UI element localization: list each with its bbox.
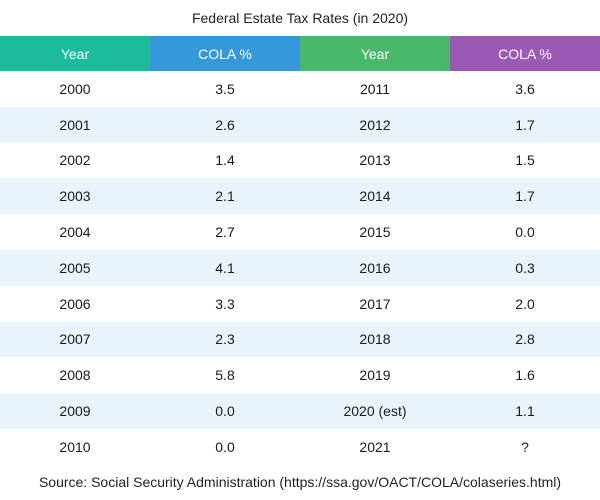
- table-row: 2007 2.3 2018 2.8: [0, 321, 600, 358]
- table-row: 2010 0.0 2021?: [0, 428, 600, 465]
- table-row: 2002 1.4 2013 1.5: [0, 142, 600, 179]
- table-row: 2004 2.7 2015 0.0: [0, 214, 600, 250]
- table-header-row: Year COLA % Year COLA %: [0, 36, 600, 71]
- cell-cola-1: 0.0: [150, 393, 300, 429]
- header-year-1: Year: [0, 36, 150, 71]
- cell-year-2: 2021: [300, 428, 450, 465]
- header-cola-1: COLA %: [150, 36, 300, 71]
- cell-cola-2: 1.5: [450, 142, 600, 179]
- table-row: 2009 0.0 2020 (est) 1.1: [0, 393, 600, 429]
- cell-cola-2: 3.6: [450, 71, 600, 107]
- cell-cola-1: 0.0: [150, 428, 300, 465]
- cell-cola-1: 5.8: [150, 357, 300, 394]
- cell-year-1: 2008: [0, 357, 150, 394]
- table-row: 2003 2.1 2014 1.7: [0, 178, 600, 215]
- cell-cola-1: 1.4: [150, 142, 300, 179]
- cell-cola-2: 2.8: [450, 321, 600, 358]
- cell-cola-2: 1.6: [450, 357, 600, 394]
- cell-year-2: 2012: [300, 106, 450, 143]
- cell-cola-2: 0.3: [450, 249, 600, 286]
- cell-year-1: 2003: [0, 178, 150, 215]
- cell-cola-1: 2.7: [150, 214, 300, 250]
- table-title: Federal Estate Tax Rates (in 2020): [191, 10, 409, 26]
- source-note: Source: Social Security Administration (…: [38, 474, 562, 490]
- header-cola-2: COLA %: [450, 36, 600, 71]
- table-row: 2001 2.6 2012 1.7: [0, 106, 600, 143]
- cell-year-1: 2002: [0, 142, 150, 179]
- cell-cola-2: ?: [450, 428, 600, 465]
- cell-cola-2: 1.7: [450, 178, 600, 215]
- cell-year-2: 2011: [300, 71, 450, 107]
- table-row: 2000 3.5 2011 3.6: [0, 71, 600, 107]
- cell-year-2: 2013: [300, 142, 450, 179]
- cell-year-1: 2006: [0, 285, 150, 322]
- cell-year-1: 2004: [0, 214, 150, 250]
- table-body: 2000 3.5 2011 3.6 2001 2.6 2012 1.7 2002 1.4 2013 1…: [0, 71, 600, 465]
- cell-cola-1: 4.1: [150, 249, 300, 286]
- cell-year-2: 2016: [300, 249, 450, 286]
- table-row: 2005 4.1 2016 0.3: [0, 249, 600, 286]
- cell-year-2: 2017: [300, 285, 450, 322]
- cell-cola-1: 3.5: [150, 71, 300, 107]
- cell-cola-2: 2.0: [450, 285, 600, 322]
- cell-cola-1: 3.3: [150, 285, 300, 322]
- cell-cola-2: 1.7: [450, 106, 600, 143]
- cell-year-1: 2001: [0, 106, 150, 143]
- cola-table: Year COLA % Year COLA % 2000 3.5 2011 3.6 20…: [0, 36, 600, 465]
- cell-year-2: 2018: [300, 321, 450, 358]
- cell-cola-1: 2.1: [150, 178, 300, 215]
- cell-cola-2: 1.1: [450, 393, 600, 429]
- cell-cola-2: 0.0: [450, 214, 600, 250]
- cell-year-2: 2015: [300, 214, 450, 250]
- cell-cola-1: 2.3: [150, 321, 300, 358]
- table-row: 2008 5.8 2019 1.6: [0, 357, 600, 394]
- cell-year-1: 2010: [0, 428, 150, 465]
- cell-year-1: 2009: [0, 393, 150, 429]
- table-row: 2006 3.3 2017 2.0: [0, 285, 600, 322]
- cell-year-2: 2014: [300, 178, 450, 215]
- header-year-2: Year: [300, 36, 450, 71]
- cell-year-1: 2000: [0, 71, 150, 107]
- cell-year-2: 2020 (est): [300, 393, 450, 429]
- cell-year-1: 2007: [0, 321, 150, 358]
- cell-cola-1: 2.6: [150, 106, 300, 143]
- cell-year-1: 2005: [0, 249, 150, 286]
- cell-year-2: 2019: [300, 357, 450, 394]
